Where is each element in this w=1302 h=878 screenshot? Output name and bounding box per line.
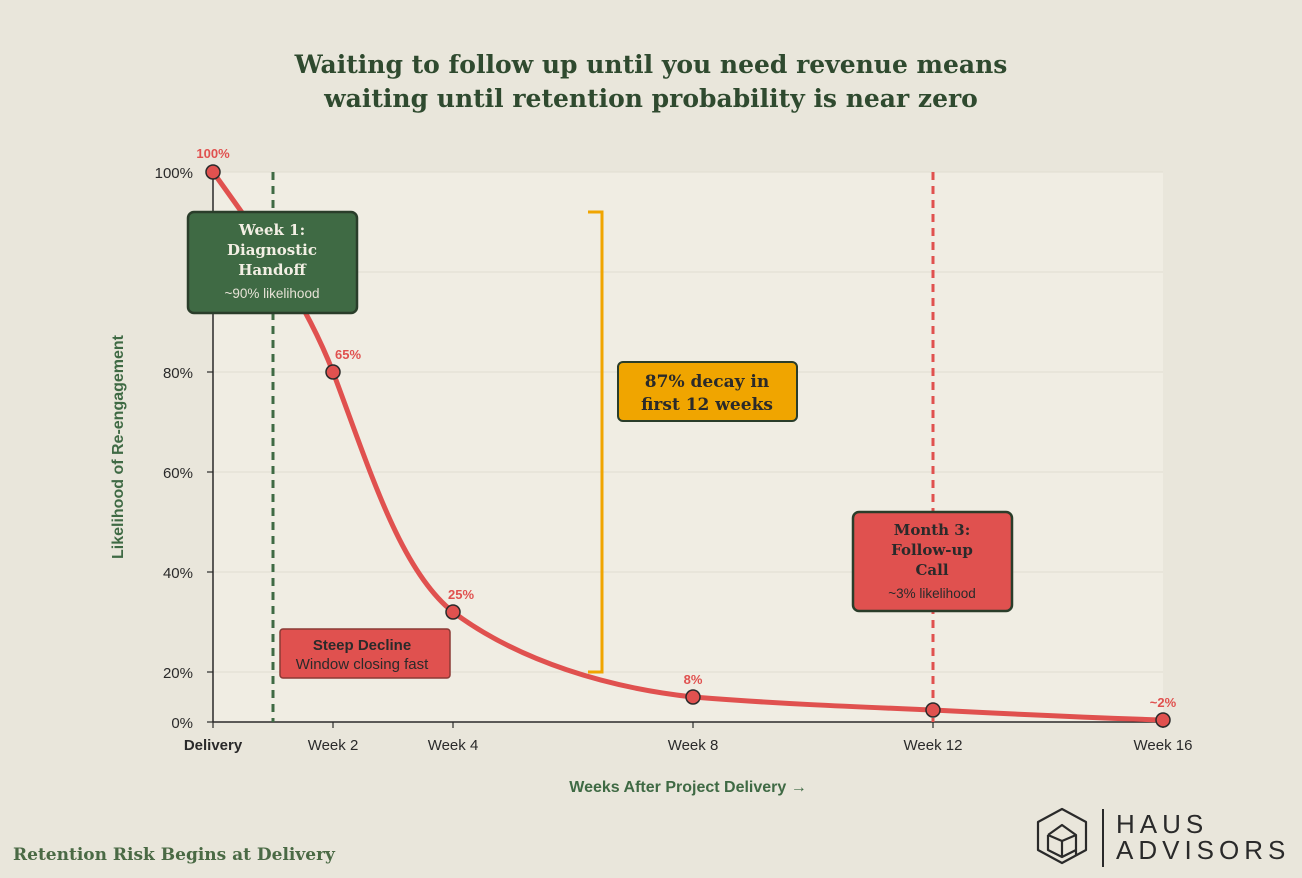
y-tick-label: 80% [163,365,193,382]
footer-note: Retention Risk Begins at Delivery [13,845,335,865]
data-label: 8% [684,672,703,687]
steep-decline-title: Steep Decline [313,637,411,654]
x-tick-label: Week 12 [904,737,963,754]
data-point [685,689,701,705]
x-tick-label: Week 4 [428,737,479,754]
steep-decline-annotation: Steep Decline Window closing fast [279,628,451,679]
x-tick-label: Delivery [184,737,243,754]
week1-annotation: Week 1: Diagnostic Handoff ~90% likelihood [186,210,359,315]
data-label: ~2% [1150,695,1177,710]
x-tick-label: Week 2 [308,737,359,754]
logo-line-advisors: ADVISORS [1116,835,1291,865]
logo-text: HAUS ADVISORS [1116,811,1290,863]
data-point [445,604,461,620]
week1-subtitle: ~90% likelihood [225,286,320,301]
data-label: 100% [196,146,230,161]
y-tick-label: 40% [163,565,193,582]
data-point [925,702,941,718]
data-point [205,164,221,180]
week1-title: Handoff [238,261,307,279]
y-tick-label: 60% [163,465,193,482]
week1-title: Diagnostic [227,241,317,259]
month3-subtitle: ~3% likelihood [888,586,975,601]
decay-line1: 87% decay in [645,372,769,392]
decay-box [617,361,798,422]
x-tick-label: Week 16 [1134,737,1193,754]
decay-bracket [588,210,604,674]
retention-curve [210,169,1166,723]
y-tick-label: 0% [171,715,193,732]
decay-annotation: 87% decay in first 12 weeks [617,361,798,422]
x-axis-title: Weeks After Project Delivery → [569,779,806,796]
chart-title-line1: Waiting to follow up until you need reve… [294,50,1008,79]
steep-decline-subtitle: Window closing fast [296,656,429,673]
data-point [325,364,341,380]
y-tick-label: 20% [163,665,193,682]
month3-title: Follow-up [891,541,973,559]
steep-decline-box [279,628,451,679]
y-tick-label: 100% [155,165,193,182]
logo-divider [1102,809,1104,867]
logo-line-haus: HAUS [1116,809,1209,839]
haus-advisors-logo: HAUS ADVISORS [1034,805,1294,871]
data-label: 65% [335,347,361,362]
month3-annotation: Month 3: Follow-up Call ~3% likelihood [851,510,1014,613]
chart-title-line2: waiting until retention probability is n… [324,84,978,113]
data-label: 25% [448,587,474,602]
decay-line2: first 12 weeks [641,395,773,415]
x-tick-label: Week 8 [668,737,719,754]
house-hexagon-icon [1036,807,1088,865]
week1-box [186,210,359,315]
month3-box [851,510,1014,613]
month3-title: Call [915,561,948,579]
week1-title: Week 1: [238,221,305,239]
chart-title: Waiting to follow up until you need reve… [0,48,1302,116]
data-point [1155,712,1171,728]
y-axis-title: Likelihood of Re-engagement [110,334,127,559]
month3-title: Month 3: [894,521,971,539]
